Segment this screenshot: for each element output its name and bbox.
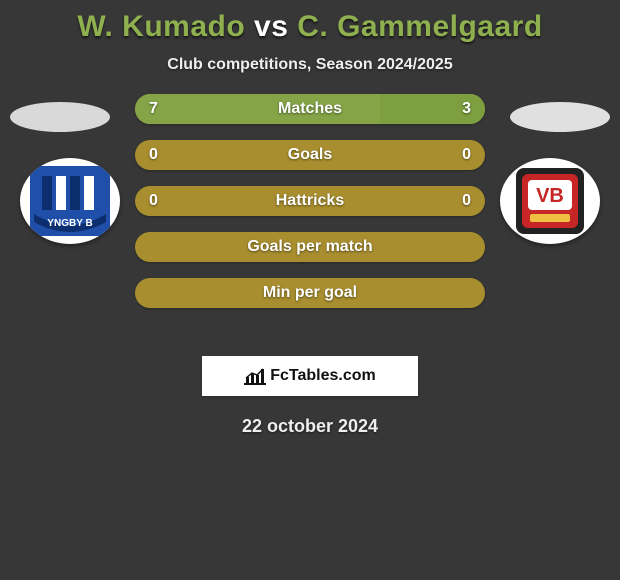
club-badge-right: VB bbox=[500, 158, 600, 244]
stat-rows: 73Matches 00Goals 00Hattricks Goals per mat… bbox=[135, 94, 485, 308]
stats-area: YNGBY B VB 73Matches 00Goals 00Hattricks Go… bbox=[0, 94, 620, 344]
stat-label: Hattricks bbox=[135, 192, 485, 210]
date-line: 22 october 2024 bbox=[0, 416, 620, 437]
page-title: W. Kumado vs C. Gammelgaard bbox=[0, 10, 620, 44]
brand-box: FcTables.com bbox=[202, 356, 418, 396]
svg-text:YNGBY B: YNGBY B bbox=[47, 218, 92, 229]
stat-label: Min per goal bbox=[135, 284, 485, 302]
stat-label: Goals bbox=[135, 146, 485, 164]
club-badge-left: YNGBY B bbox=[20, 158, 120, 244]
title-player2: C. Gammelgaard bbox=[297, 10, 542, 43]
stat-row: 00Goals bbox=[135, 140, 485, 170]
lyngby-crest-icon: YNGBY B bbox=[20, 158, 120, 244]
vejle-crest-icon: VB bbox=[500, 158, 600, 244]
title-player1: W. Kumado bbox=[77, 10, 245, 43]
player2-avatar-placeholder bbox=[510, 102, 610, 132]
bar-chart-icon bbox=[244, 367, 266, 385]
stat-label: Matches bbox=[135, 100, 485, 118]
vejle-letters: VB bbox=[536, 185, 564, 207]
stat-row: Min per goal bbox=[135, 278, 485, 308]
comparison-card: W. Kumado vs C. Gammelgaard Club competi… bbox=[0, 0, 620, 437]
stat-row: 00Hattricks bbox=[135, 186, 485, 216]
title-vs: vs bbox=[254, 10, 288, 43]
stat-label: Goals per match bbox=[135, 238, 485, 256]
player1-avatar-placeholder bbox=[10, 102, 110, 132]
brand-text: FcTables.com bbox=[270, 367, 376, 385]
subtitle: Club competitions, Season 2024/2025 bbox=[0, 56, 620, 74]
stat-row: 73Matches bbox=[135, 94, 485, 124]
club-badge-left-circle: YNGBY B bbox=[20, 158, 120, 244]
stat-row: Goals per match bbox=[135, 232, 485, 262]
club-badge-right-circle: VB bbox=[500, 158, 600, 244]
